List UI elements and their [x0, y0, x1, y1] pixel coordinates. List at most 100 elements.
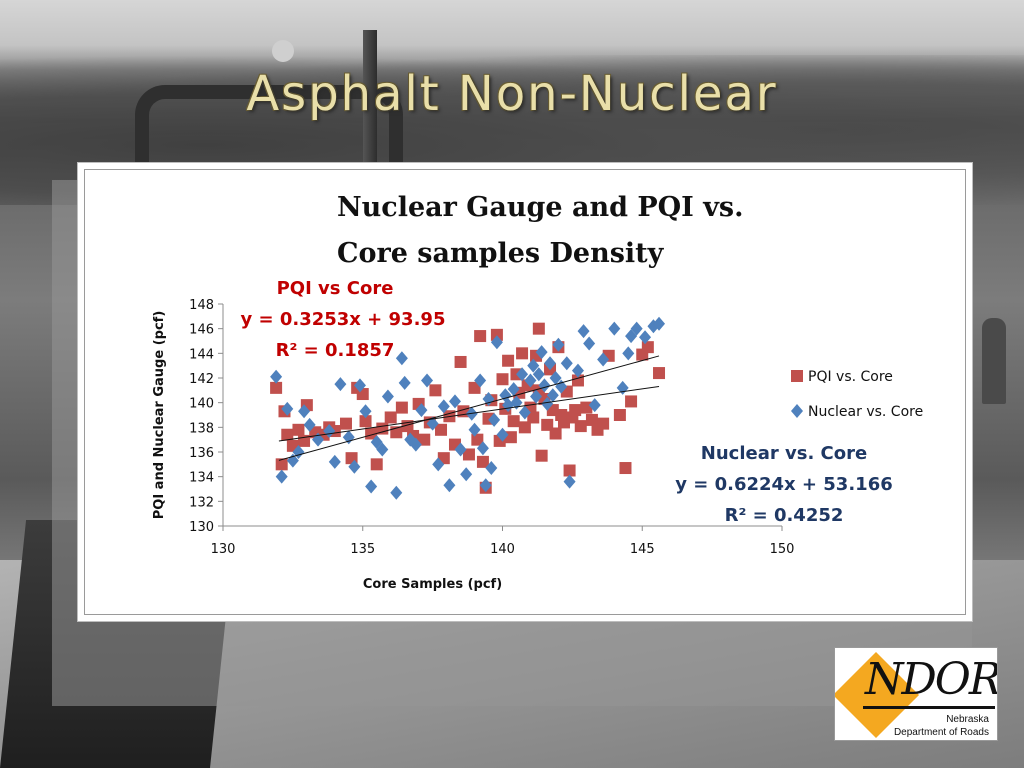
- pqi-point: [490, 328, 503, 341]
- nuclear-point: [535, 345, 548, 360]
- pqi-annotation-equation: y = 0.3253x + 93.95: [241, 309, 446, 330]
- pqi-trendline: [278, 385, 660, 442]
- nuclear-point: [639, 330, 652, 345]
- pqi-point: [471, 433, 484, 446]
- nuclear-point: [409, 437, 422, 452]
- y-tick-label: 138: [189, 421, 214, 436]
- nuclear-point: [281, 401, 294, 416]
- y-tick-label: 142: [189, 372, 214, 387]
- pqi-point: [597, 417, 610, 430]
- equipment-arch: [135, 85, 403, 169]
- pqi-point: [476, 455, 489, 468]
- pqi-point: [496, 373, 509, 386]
- pqi-point: [370, 458, 383, 471]
- pqi-point: [418, 433, 431, 446]
- chart-title-line1: Nuclear Gauge and PQI vs.: [337, 192, 744, 223]
- y-tick-label: 130: [189, 520, 214, 535]
- nuclear-point: [365, 479, 378, 494]
- pqi-point: [518, 421, 531, 434]
- nuclear-point: [518, 405, 531, 420]
- chart-title-line2: Core samples Density: [337, 238, 665, 269]
- pqi-point: [365, 427, 378, 440]
- nuclear-point: [353, 378, 366, 393]
- gps-antenna-icon: [272, 40, 294, 62]
- pqi-point: [507, 415, 520, 428]
- logo-wordmark: NDOR: [865, 654, 998, 705]
- nuclear-point: [532, 367, 545, 382]
- nuclear-point: [516, 367, 529, 382]
- nuclear-point: [359, 404, 372, 419]
- nuclear-point: [653, 316, 666, 331]
- pqi-point: [462, 448, 475, 461]
- legend-nuclear-marker: [791, 404, 803, 418]
- pqi-annotation-r2: R² = 0.1857: [276, 340, 395, 361]
- y-tick-label: 140: [189, 397, 214, 412]
- x-tick-label: 145: [630, 542, 655, 557]
- nuclear-point: [275, 469, 288, 484]
- nuclear-point: [328, 454, 341, 469]
- pqi-point: [359, 415, 372, 428]
- nuclear-point: [415, 403, 428, 418]
- pqi-point: [435, 423, 448, 436]
- nuclear-point: [530, 389, 543, 404]
- nuclear-point: [507, 382, 520, 397]
- nuclear-point: [588, 398, 601, 413]
- pqi-point: [292, 423, 305, 436]
- nuclear-point: [448, 394, 461, 409]
- pqi-point: [549, 427, 562, 440]
- nuclear-point: [496, 427, 509, 442]
- nuclear-point: [298, 404, 311, 419]
- nuclear-point: [527, 358, 540, 373]
- pqi-point: [613, 409, 626, 421]
- pqi-point: [270, 381, 283, 394]
- nuclear-point: [270, 369, 283, 384]
- ndor-logo: NDOR Nebraska Department of Roads: [834, 647, 998, 741]
- nuclear-point: [426, 416, 439, 431]
- y-tick-label: 144: [189, 347, 214, 362]
- pqi-point: [384, 411, 397, 424]
- worker-figure: [982, 318, 1006, 404]
- nuclear-point: [348, 459, 361, 474]
- logo-line2: Department of Roads: [893, 727, 989, 738]
- nuclear-point: [625, 329, 638, 344]
- x-tick-label: 140: [490, 542, 515, 557]
- nuclear-point: [608, 321, 621, 336]
- y-tick-label: 136: [189, 446, 214, 461]
- nuclear-point: [490, 335, 503, 350]
- legend-nuclear-label: Nuclear vs. Core: [808, 404, 923, 420]
- legend-pqi-marker: [791, 370, 803, 382]
- pqi-point: [535, 449, 548, 462]
- pqi-point: [619, 462, 632, 475]
- nuclear-annotation-title: Nuclear vs. Core: [701, 443, 867, 464]
- pqi-point: [653, 367, 666, 380]
- nuclear-point: [488, 412, 501, 427]
- x-tick-label: 135: [350, 542, 375, 557]
- nuclear-point: [524, 373, 537, 388]
- nuclear-point: [538, 378, 551, 393]
- pqi-point: [429, 384, 442, 397]
- slide-title: Asphalt Non-Nuclear: [246, 66, 778, 122]
- nuclear-point: [474, 373, 487, 388]
- y-tick-label: 146: [189, 323, 214, 338]
- nuclear-point: [334, 377, 347, 392]
- nuclear-point: [468, 422, 481, 437]
- y-tick-label: 148: [189, 298, 214, 313]
- nuclear-point: [443, 478, 456, 493]
- nuclear-point: [476, 441, 489, 456]
- nuclear-point: [560, 356, 573, 371]
- nuclear-point: [544, 356, 557, 371]
- nuclear-point: [376, 442, 389, 457]
- pqi-point: [281, 428, 294, 441]
- pqi-point: [454, 355, 467, 368]
- x-tick-label: 130: [211, 542, 236, 557]
- chart-frame: Nuclear Gauge and PQI vs. Core samples De…: [84, 169, 966, 615]
- nuclear-point: [571, 363, 584, 378]
- pqi-point: [625, 395, 638, 408]
- nuclear-point: [549, 371, 562, 385]
- pqi-point: [527, 411, 540, 424]
- nuclear-point: [482, 391, 495, 406]
- pqi-point: [516, 347, 529, 360]
- nuclear-point: [597, 352, 610, 367]
- y-tick-label: 132: [189, 495, 214, 510]
- pqi-point: [641, 341, 654, 354]
